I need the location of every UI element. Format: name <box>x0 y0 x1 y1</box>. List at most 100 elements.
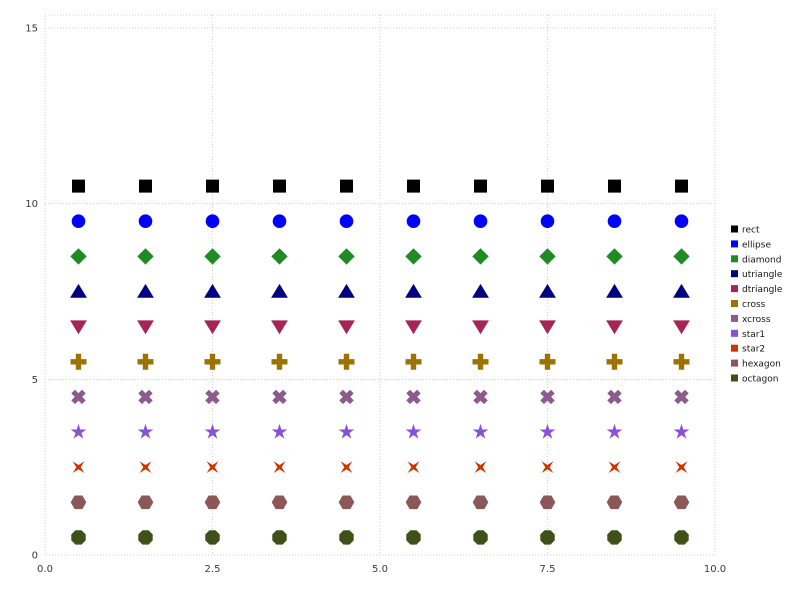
legend-item-ellipse: ellipse <box>731 240 771 250</box>
marker-dtriangle <box>673 320 690 335</box>
marker-octagon <box>607 530 622 545</box>
marker-dtriangle <box>137 320 154 335</box>
series-utriangle <box>70 283 690 298</box>
marker-star1 <box>405 423 422 439</box>
series-star1 <box>70 423 690 439</box>
marker-diamond <box>338 248 355 265</box>
legend-label: cross <box>742 300 766 310</box>
marker-cross <box>673 353 690 370</box>
marker-utriangle <box>338 283 355 298</box>
marker-hexagon <box>70 495 87 510</box>
marker-utriangle <box>472 283 489 298</box>
legend-swatch <box>731 344 738 352</box>
marker-diamond <box>673 248 690 265</box>
legend-item-rect: rect <box>731 225 760 236</box>
marker-utriangle <box>673 283 690 298</box>
marker-rect <box>139 179 152 193</box>
legend-label: dtriangle <box>742 285 783 295</box>
marker-star2 <box>474 461 487 473</box>
legend-label: ellipse <box>742 240 771 250</box>
marker-octagon <box>674 530 689 545</box>
marker-star2 <box>206 461 219 473</box>
marker-utriangle <box>204 283 221 298</box>
marker-ellipse <box>138 214 153 229</box>
marker-ellipse <box>205 214 220 229</box>
legend-label: rect <box>742 226 760 236</box>
legend-swatch <box>731 240 738 248</box>
y-axis: 0 5 10 15 <box>25 24 38 562</box>
marker-rect <box>675 179 688 193</box>
y-tick-label: 10 <box>25 199 38 210</box>
marker-rect <box>340 179 353 193</box>
marker-cross <box>338 353 355 370</box>
marker-star2 <box>273 461 286 473</box>
marker-diamond <box>70 248 87 265</box>
legend-item-diamond: diamond <box>731 255 781 265</box>
legend: rect ellipse diamond utriangle dtriangle cros… <box>731 225 783 385</box>
y-tick-label: 15 <box>25 24 38 35</box>
series-xcross <box>71 389 689 405</box>
legend-swatch <box>731 359 738 367</box>
marker-octagon <box>138 530 153 545</box>
marker-xcross <box>205 389 220 405</box>
marker-star2 <box>72 461 85 473</box>
marker-rect <box>72 179 85 193</box>
marker-star1 <box>338 423 355 439</box>
marker-xcross <box>607 389 622 405</box>
marker-octagon <box>205 530 220 545</box>
marker-cross <box>137 353 154 370</box>
legend-swatch <box>731 314 738 322</box>
y-tick-label: 0 <box>32 551 38 562</box>
marker-hexagon <box>539 495 556 510</box>
legend-swatch <box>731 255 738 263</box>
marker-cross <box>271 353 288 370</box>
x-tick-label: 0.0 <box>37 564 53 575</box>
marker-diamond <box>472 248 489 265</box>
marker-utriangle <box>405 283 422 298</box>
marker-star1 <box>606 423 623 439</box>
marker-octagon <box>406 530 421 545</box>
legend-item-star2: star2 <box>731 344 765 355</box>
marker-octagon <box>473 530 488 545</box>
legend-label: xcross <box>742 315 771 325</box>
marker-xcross <box>406 389 421 405</box>
marker-octagon <box>540 530 555 545</box>
marker-ellipse <box>674 214 689 229</box>
marker-hexagon <box>606 495 623 510</box>
marker-dtriangle <box>70 320 87 335</box>
marker-diamond <box>271 248 288 265</box>
marker-xcross <box>473 389 488 405</box>
legend-label: hexagon <box>742 360 781 370</box>
legend-item-cross: cross <box>731 300 766 310</box>
legend-item-xcross: xcross <box>731 314 771 325</box>
series-diamond <box>70 248 690 265</box>
legend-item-dtriangle: dtriangle <box>731 285 783 295</box>
legend-item-hexagon: hexagon <box>731 359 781 370</box>
marker-rect <box>206 179 219 193</box>
marker-ellipse <box>406 214 421 229</box>
marker-ellipse <box>339 214 354 229</box>
marker-ellipse <box>272 214 287 229</box>
marker-xcross <box>138 389 153 405</box>
marker-hexagon <box>405 495 422 510</box>
legend-label: utriangle <box>742 270 783 280</box>
series-rect <box>72 179 688 193</box>
marker-star1 <box>271 423 288 439</box>
marker-hexagon <box>472 495 489 510</box>
marker-hexagon <box>204 495 221 510</box>
legend-item-utriangle: utriangle <box>731 270 783 280</box>
marker-dtriangle <box>405 320 422 335</box>
marker-diamond <box>405 248 422 265</box>
marker-hexagon <box>673 495 690 510</box>
legend-swatch <box>731 225 738 233</box>
legend-label: octagon <box>742 375 778 385</box>
marker-ellipse <box>473 214 488 229</box>
legend-label: star2 <box>742 345 765 355</box>
marker-hexagon <box>271 495 288 510</box>
series-cross <box>70 353 690 370</box>
marker-ellipse <box>607 214 622 229</box>
marker-octagon <box>339 530 354 545</box>
marker-rect <box>273 179 286 193</box>
marker-star1 <box>673 423 690 439</box>
x-tick-label: 10.0 <box>704 564 726 575</box>
